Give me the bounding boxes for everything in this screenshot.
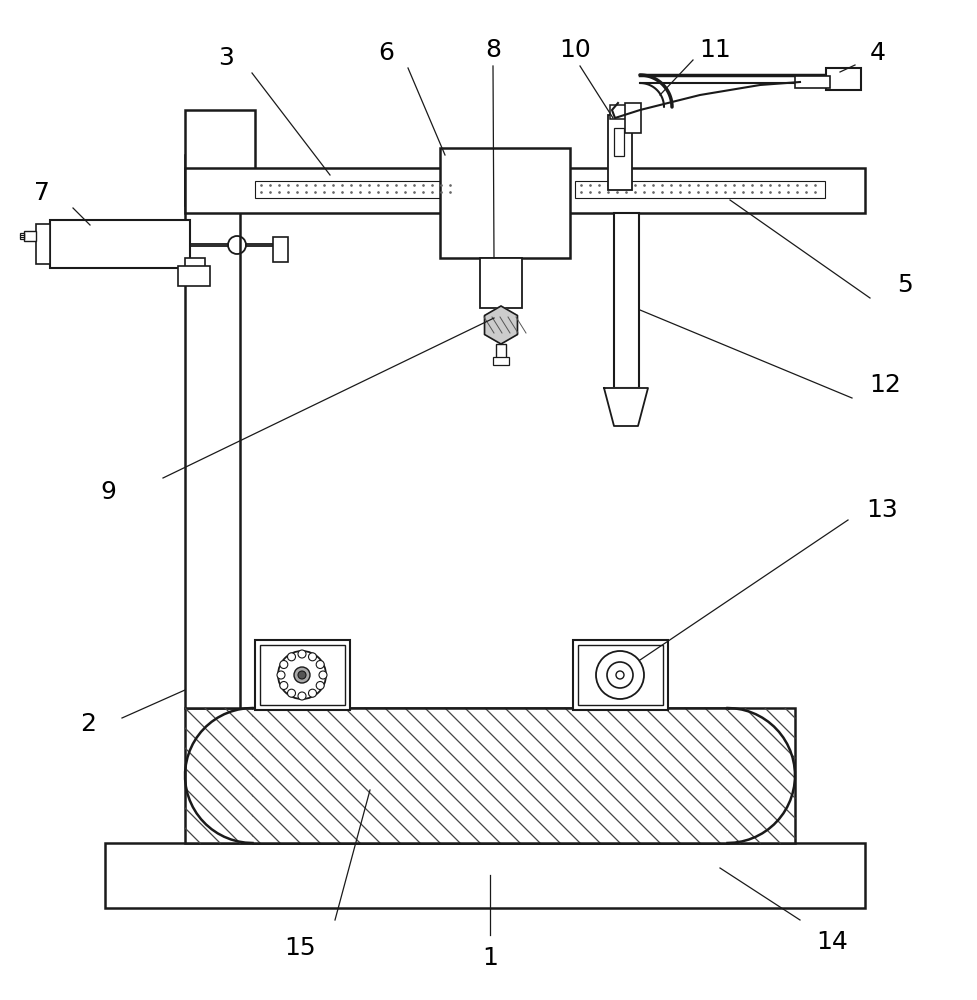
Bar <box>185 110 255 205</box>
Circle shape <box>316 660 323 668</box>
Bar <box>20 233 24 239</box>
Bar <box>624 103 640 133</box>
Circle shape <box>276 671 284 679</box>
Text: 10: 10 <box>559 38 590 62</box>
Polygon shape <box>604 388 648 426</box>
Text: 1: 1 <box>482 946 497 970</box>
Bar <box>260 645 345 705</box>
Bar <box>573 640 667 710</box>
Text: 3: 3 <box>218 46 234 70</box>
Bar <box>574 181 825 198</box>
Text: 4: 4 <box>870 41 885 65</box>
Circle shape <box>279 660 287 668</box>
Bar <box>440 148 570 258</box>
Bar <box>185 258 205 280</box>
Polygon shape <box>484 306 517 344</box>
Circle shape <box>316 682 323 690</box>
Circle shape <box>298 692 306 700</box>
Bar <box>185 708 794 843</box>
Circle shape <box>308 689 317 697</box>
Circle shape <box>319 671 326 679</box>
Bar <box>610 105 629 119</box>
Text: 15: 15 <box>284 936 316 960</box>
Bar <box>495 344 505 358</box>
Bar <box>273 237 287 262</box>
Bar <box>826 68 860 90</box>
Circle shape <box>294 667 310 683</box>
Circle shape <box>298 671 306 679</box>
Bar <box>178 266 210 286</box>
Bar <box>794 76 829 88</box>
Text: 11: 11 <box>699 38 730 62</box>
Bar <box>185 168 864 213</box>
Bar <box>105 843 864 908</box>
Text: 12: 12 <box>869 373 900 397</box>
Bar <box>492 357 508 365</box>
Circle shape <box>308 653 317 661</box>
Bar <box>252 708 727 843</box>
Bar <box>614 213 638 388</box>
Bar <box>50 220 190 268</box>
Bar <box>614 128 623 156</box>
Bar <box>480 258 522 308</box>
Bar <box>36 224 50 264</box>
Bar <box>24 231 36 241</box>
Text: 7: 7 <box>34 181 50 205</box>
Bar <box>608 115 631 190</box>
Text: 8: 8 <box>485 38 500 62</box>
Text: 9: 9 <box>100 480 116 504</box>
Circle shape <box>287 653 295 661</box>
Bar <box>255 640 350 710</box>
Text: 13: 13 <box>866 498 897 522</box>
Bar <box>255 181 454 198</box>
Circle shape <box>279 682 287 690</box>
Circle shape <box>287 689 295 697</box>
Bar <box>577 645 662 705</box>
Text: 14: 14 <box>815 930 847 954</box>
Text: 5: 5 <box>896 273 912 297</box>
Bar <box>185 155 239 708</box>
Text: 6: 6 <box>378 41 394 65</box>
Text: 2: 2 <box>80 712 96 736</box>
Circle shape <box>298 650 306 658</box>
